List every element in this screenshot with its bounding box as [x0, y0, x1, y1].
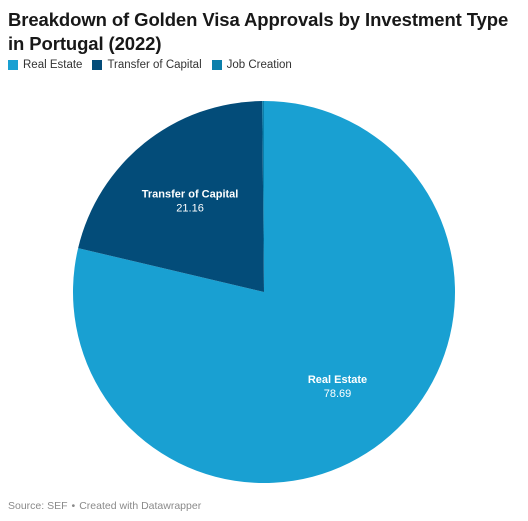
chart-footer: Source: SEF • Created with Datawrapper [8, 500, 201, 512]
pie-slice-transfer-of-capital [78, 101, 265, 292]
chart-title: Breakdown of Golden Visa Approvals by In… [8, 9, 509, 54]
legend-item-transfer-of-capital: Transfer of Capital [92, 59, 202, 71]
legend-swatch-transfer-of-capital [92, 60, 103, 70]
pie-slice-job-creation [262, 101, 264, 292]
legend-label-job-creation: Job Creation [226, 59, 292, 71]
source-note: Source: SEF [8, 500, 68, 512]
legend-item-real-estate: Real Estate [8, 59, 82, 71]
legend-swatch-job-creation [211, 60, 222, 70]
legend-item-job-creation: Job Creation [211, 59, 292, 71]
legend-label-transfer-of-capital: Transfer of Capital [107, 59, 202, 71]
chart-legend: Real Estate Transfer of Capital Job Crea… [8, 59, 302, 71]
slice-value-transfer-of-capital: 21.16 [176, 202, 204, 214]
footer-separator: • [71, 500, 76, 512]
slice-label-transfer-of-capital: Transfer of Capital [142, 188, 239, 200]
credit-note: Created with Datawrapper [79, 500, 202, 512]
legend-swatch-real-estate [8, 60, 18, 70]
slice-value-real-estate: 78.69 [324, 388, 352, 400]
slice-label-real-estate: Real Estate [308, 374, 367, 386]
legend-label-real-estate: Real Estate [23, 59, 83, 71]
